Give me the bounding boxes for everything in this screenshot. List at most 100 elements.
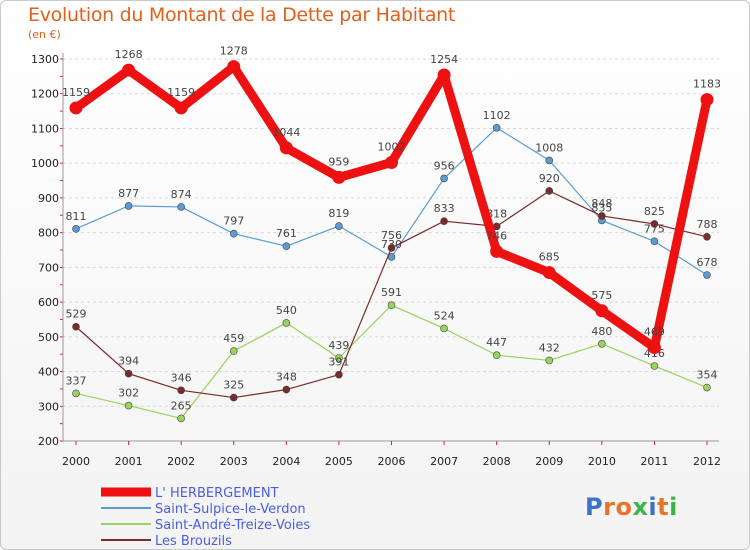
data-point — [703, 383, 711, 392]
data-label: 1044 — [272, 126, 300, 139]
data-label: 348 — [276, 371, 297, 384]
data-point — [545, 356, 554, 365]
data-label: 591 — [381, 286, 402, 299]
x-tick-label: 2007 — [430, 455, 458, 468]
data-point — [650, 237, 659, 246]
x-tick-label: 2003 — [220, 455, 248, 468]
data-label: 1254 — [430, 53, 458, 66]
data-label: 819 — [328, 207, 349, 220]
y-tick-label: 800 — [38, 227, 59, 240]
data-point — [440, 174, 448, 183]
data-label: 746 — [486, 229, 507, 242]
data-label: 575 — [591, 289, 612, 302]
data-label: 761 — [276, 227, 297, 240]
legend-label: Les Brouzils — [155, 534, 232, 549]
x-tick-label: 2001 — [115, 455, 143, 468]
chart-subtitle: (en €) — [28, 28, 61, 41]
data-point — [492, 351, 501, 360]
data-point — [174, 101, 188, 115]
data-label: 529 — [66, 308, 87, 321]
data-label: 1278 — [220, 45, 248, 58]
data-point — [282, 319, 291, 327]
data-point — [72, 389, 80, 398]
x-tick-label: 2002 — [167, 455, 195, 468]
y-tick-label: 400 — [38, 366, 59, 379]
data-label: 394 — [118, 355, 139, 368]
data-point — [279, 141, 293, 155]
x-tick-label: 2008 — [483, 455, 511, 468]
data-point — [545, 187, 554, 195]
y-tick-label: 300 — [38, 400, 59, 413]
data-label: 325 — [223, 379, 244, 392]
data-label: 540 — [276, 304, 297, 317]
data-label: 920 — [539, 172, 560, 185]
data-point — [598, 212, 606, 220]
data-label: 756 — [381, 229, 402, 242]
y-tick-label: 500 — [38, 331, 59, 344]
y-tick-label: 1100 — [31, 122, 59, 135]
data-label: 848 — [591, 197, 612, 210]
data-point — [229, 229, 238, 238]
data-point — [542, 266, 556, 280]
data-label: 833 — [434, 202, 455, 215]
data-point — [437, 68, 451, 82]
data-label: 956 — [434, 159, 455, 172]
data-point — [387, 301, 396, 310]
data-point — [177, 414, 185, 423]
data-point — [700, 93, 714, 107]
legend-label: Saint-Sulpice-le-Verdon — [155, 502, 306, 517]
x-tick-label: 2011 — [640, 455, 668, 468]
x-tick-label: 2010 — [588, 455, 616, 468]
data-point — [227, 60, 241, 74]
data-point — [282, 385, 291, 394]
data-point — [124, 202, 133, 210]
y-tick-label: 900 — [38, 192, 59, 205]
data-point — [122, 63, 136, 77]
data-point — [440, 217, 448, 225]
data-point — [703, 271, 711, 279]
data-point — [229, 393, 238, 402]
data-label: 302 — [118, 387, 139, 400]
data-label: 1159 — [167, 86, 195, 99]
data-label: 1008 — [535, 141, 563, 154]
y-tick-label: 700 — [38, 261, 59, 274]
data-label: 818 — [486, 207, 507, 220]
data-label: 685 — [539, 251, 560, 264]
data-point — [492, 123, 501, 132]
data-point — [282, 242, 291, 250]
x-tick-label: 2006 — [378, 455, 406, 468]
data-label: 811 — [66, 210, 87, 223]
data-label: 1268 — [115, 48, 143, 61]
x-tick-label: 2004 — [272, 455, 300, 468]
series-2: 337302265459540439591524447432480416354 — [66, 286, 718, 423]
y-tick-label: 200 — [38, 435, 59, 448]
y-tick-label: 1000 — [31, 157, 59, 170]
data-label: 835 — [591, 201, 612, 214]
x-tick-label: 2005 — [325, 455, 353, 468]
data-point — [335, 370, 343, 379]
data-label: 524 — [434, 309, 455, 322]
data-point — [595, 304, 609, 318]
data-point — [335, 222, 343, 230]
data-label: 825 — [644, 205, 665, 218]
data-label: 439 — [328, 339, 349, 352]
data-point — [598, 339, 606, 348]
proxiti-logo: Proxiti — [585, 493, 678, 521]
data-point — [490, 244, 504, 258]
data-label: 337 — [66, 374, 87, 387]
data-point — [177, 386, 185, 395]
data-point — [545, 156, 554, 165]
data-point — [650, 362, 659, 370]
y-tick-label: 1200 — [31, 88, 59, 101]
data-point — [335, 354, 343, 362]
series-3: 529 394 346 325 348 391 756 833 818 920 848 825 788 — [66, 172, 718, 402]
legend-label: Saint-André-Treize-Voies — [155, 518, 310, 533]
x-tick-label: 2012 — [693, 455, 721, 468]
data-point — [385, 155, 398, 169]
x-tick-label: 2000 — [62, 455, 90, 468]
data-point — [229, 347, 238, 355]
data-point — [440, 324, 448, 333]
y-tick-label: 600 — [38, 296, 59, 309]
